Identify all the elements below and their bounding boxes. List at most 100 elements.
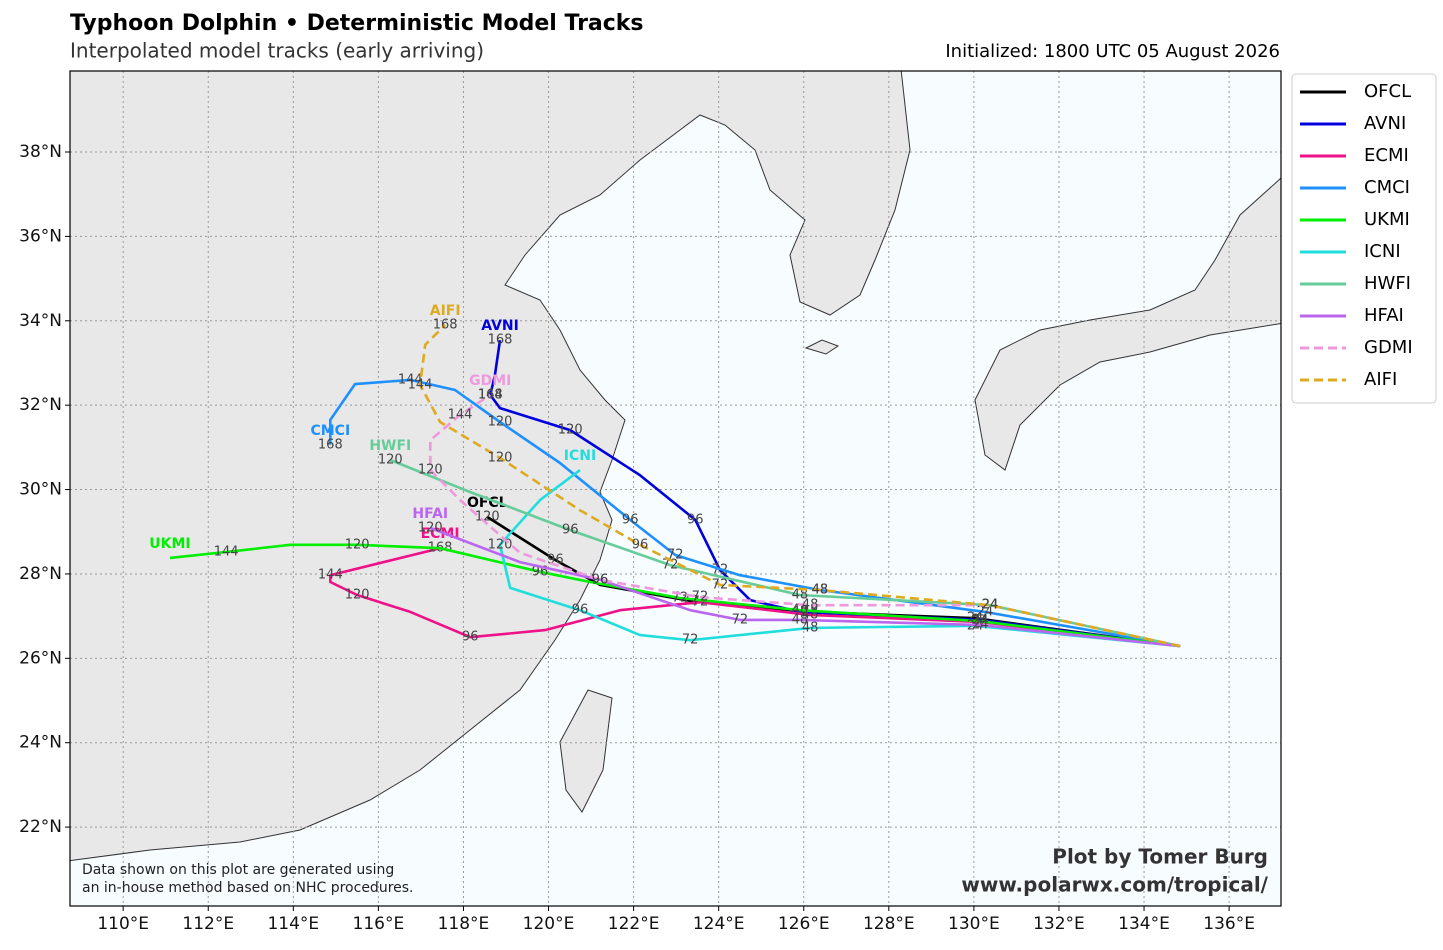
lat-tick-label: 30°N: [19, 480, 62, 500]
tau-label: 72: [667, 547, 684, 562]
tau-label: 24: [972, 617, 989, 632]
init-time: Initialized: 1800 UTC 05 August 2026: [945, 41, 1280, 62]
tau-label: 48: [802, 598, 819, 613]
model-label: ECMI: [421, 526, 460, 542]
mainland: [70, 71, 911, 862]
tau-label: 96: [462, 630, 479, 645]
tau-label: 72: [732, 612, 749, 627]
tau-label: 96: [592, 572, 609, 587]
tau-label: 144: [448, 407, 473, 422]
tau-label: 96: [572, 603, 589, 618]
lon-tick-label: 112°E: [182, 914, 234, 934]
tau-label: 72: [672, 590, 689, 605]
tau-label: 72: [682, 633, 699, 648]
tau-label: 120: [475, 509, 500, 524]
track: [498, 469, 1181, 648]
model-label: HFAI: [412, 506, 448, 522]
tau-label: 168: [478, 388, 503, 403]
lon-tick-label: 120°E: [523, 914, 575, 934]
legend-label: HWFI: [1364, 273, 1411, 294]
tau-label: 120: [558, 423, 583, 438]
legend-label: OFCL: [1364, 81, 1411, 102]
credit: Plot by Tomer Burg: [1052, 845, 1268, 869]
tau-label: 48: [792, 612, 809, 627]
jeju: [804, 339, 840, 355]
track: [389, 458, 1181, 648]
legend: OFCL AVNI ECMI CMCI UKMI ICNI HWFI HFAI GDMI AIFI: [1300, 81, 1413, 390]
lon-tick-label: 118°E: [438, 914, 490, 934]
lon-tick-label: 134°E: [1118, 914, 1170, 934]
tau-label: 72: [712, 577, 729, 592]
track: [329, 546, 1181, 648]
tau-label: 96: [592, 572, 609, 587]
disclaimer: an in-house method based on NHC procedur…: [82, 880, 414, 896]
title: Typhoon Dolphin • Deterministic Model Tr…: [70, 11, 644, 36]
disclaimer: Data shown on this plot are generated us…: [82, 862, 394, 878]
tau-label: 96: [632, 537, 649, 552]
lon-tick-label: 114°E: [267, 914, 319, 934]
tau-label: 24: [977, 604, 994, 619]
tau-label: 144: [214, 545, 239, 560]
lat-tick-label: 26°N: [19, 648, 62, 668]
lat-tick-label: 36°N: [19, 226, 62, 246]
tau-label: 120: [488, 450, 513, 465]
plot-frame: [69, 70, 1282, 907]
lon-tick-label: 124°E: [693, 914, 745, 934]
track: [429, 526, 1181, 648]
tau-label: 96: [687, 512, 704, 527]
lon-tick-label: 132°E: [1033, 914, 1085, 934]
lon-tick-label: 110°E: [97, 914, 149, 934]
model-label: OFCL: [467, 495, 508, 511]
tau-label: 120: [345, 588, 370, 603]
legend-label: ECMI: [1364, 145, 1409, 166]
tau-label: 48: [792, 603, 809, 618]
model-label: CMCI: [310, 423, 350, 439]
lat-tick-label: 32°N: [19, 395, 62, 415]
model-label: UKMI: [149, 536, 190, 552]
legend-label: CMCI: [1364, 177, 1410, 198]
tau-label: 168: [318, 437, 343, 452]
taiwan: [559, 689, 613, 813]
lon-tick-label: 122°E: [608, 914, 660, 934]
model-label: ICNI: [564, 448, 596, 464]
credit-url: www.polarwx.com/tropical/: [961, 873, 1268, 897]
track: [418, 324, 1181, 648]
model-label: GDMI: [469, 373, 511, 389]
tau-label: 120: [488, 415, 513, 430]
tau-label: 120: [418, 520, 443, 535]
tau-label: 168: [433, 318, 458, 333]
track: [429, 393, 1181, 648]
tau-label: 72: [692, 590, 709, 605]
tau-label: 120: [378, 453, 403, 468]
lon-tick-label: 130°E: [948, 914, 1000, 934]
track: [486, 515, 1181, 648]
lon-tick-label: 116°E: [353, 914, 405, 934]
tau-label: 96: [622, 512, 639, 527]
tau-label: 48: [792, 604, 809, 619]
tau-label: 24: [982, 598, 999, 613]
tau-label: 96: [562, 523, 579, 538]
lon-tick-label: 126°E: [778, 914, 830, 934]
model-label: AIFI: [430, 303, 461, 319]
tau-label: 24: [982, 598, 999, 613]
lon-tick-label: 128°E: [863, 914, 915, 934]
legend-label: GDMI: [1364, 337, 1413, 358]
lat-tick-label: 22°N: [19, 817, 62, 837]
tracks: 24487296120OFCL24487296120144168AVNI2448…: [149, 303, 1181, 648]
legend-label: UKMI: [1364, 209, 1410, 230]
tau-label: 48: [792, 588, 809, 603]
model-label: AVNI: [481, 318, 519, 334]
grid: [70, 71, 1281, 906]
tau-label: 24: [982, 598, 999, 613]
track: [169, 543, 1181, 648]
lon-tick-label: 136°E: [1203, 914, 1255, 934]
tau-label: 48: [812, 582, 829, 597]
legend-label: HFAI: [1364, 305, 1404, 326]
lat-tick-label: 28°N: [19, 564, 62, 584]
subtitle: Interpolated model tracks (early arrivin…: [70, 39, 484, 63]
tau-label: 144: [408, 377, 433, 392]
legend-label: AIFI: [1364, 369, 1397, 390]
legend-label: AVNI: [1364, 113, 1406, 134]
tau-label: 48: [802, 620, 819, 635]
